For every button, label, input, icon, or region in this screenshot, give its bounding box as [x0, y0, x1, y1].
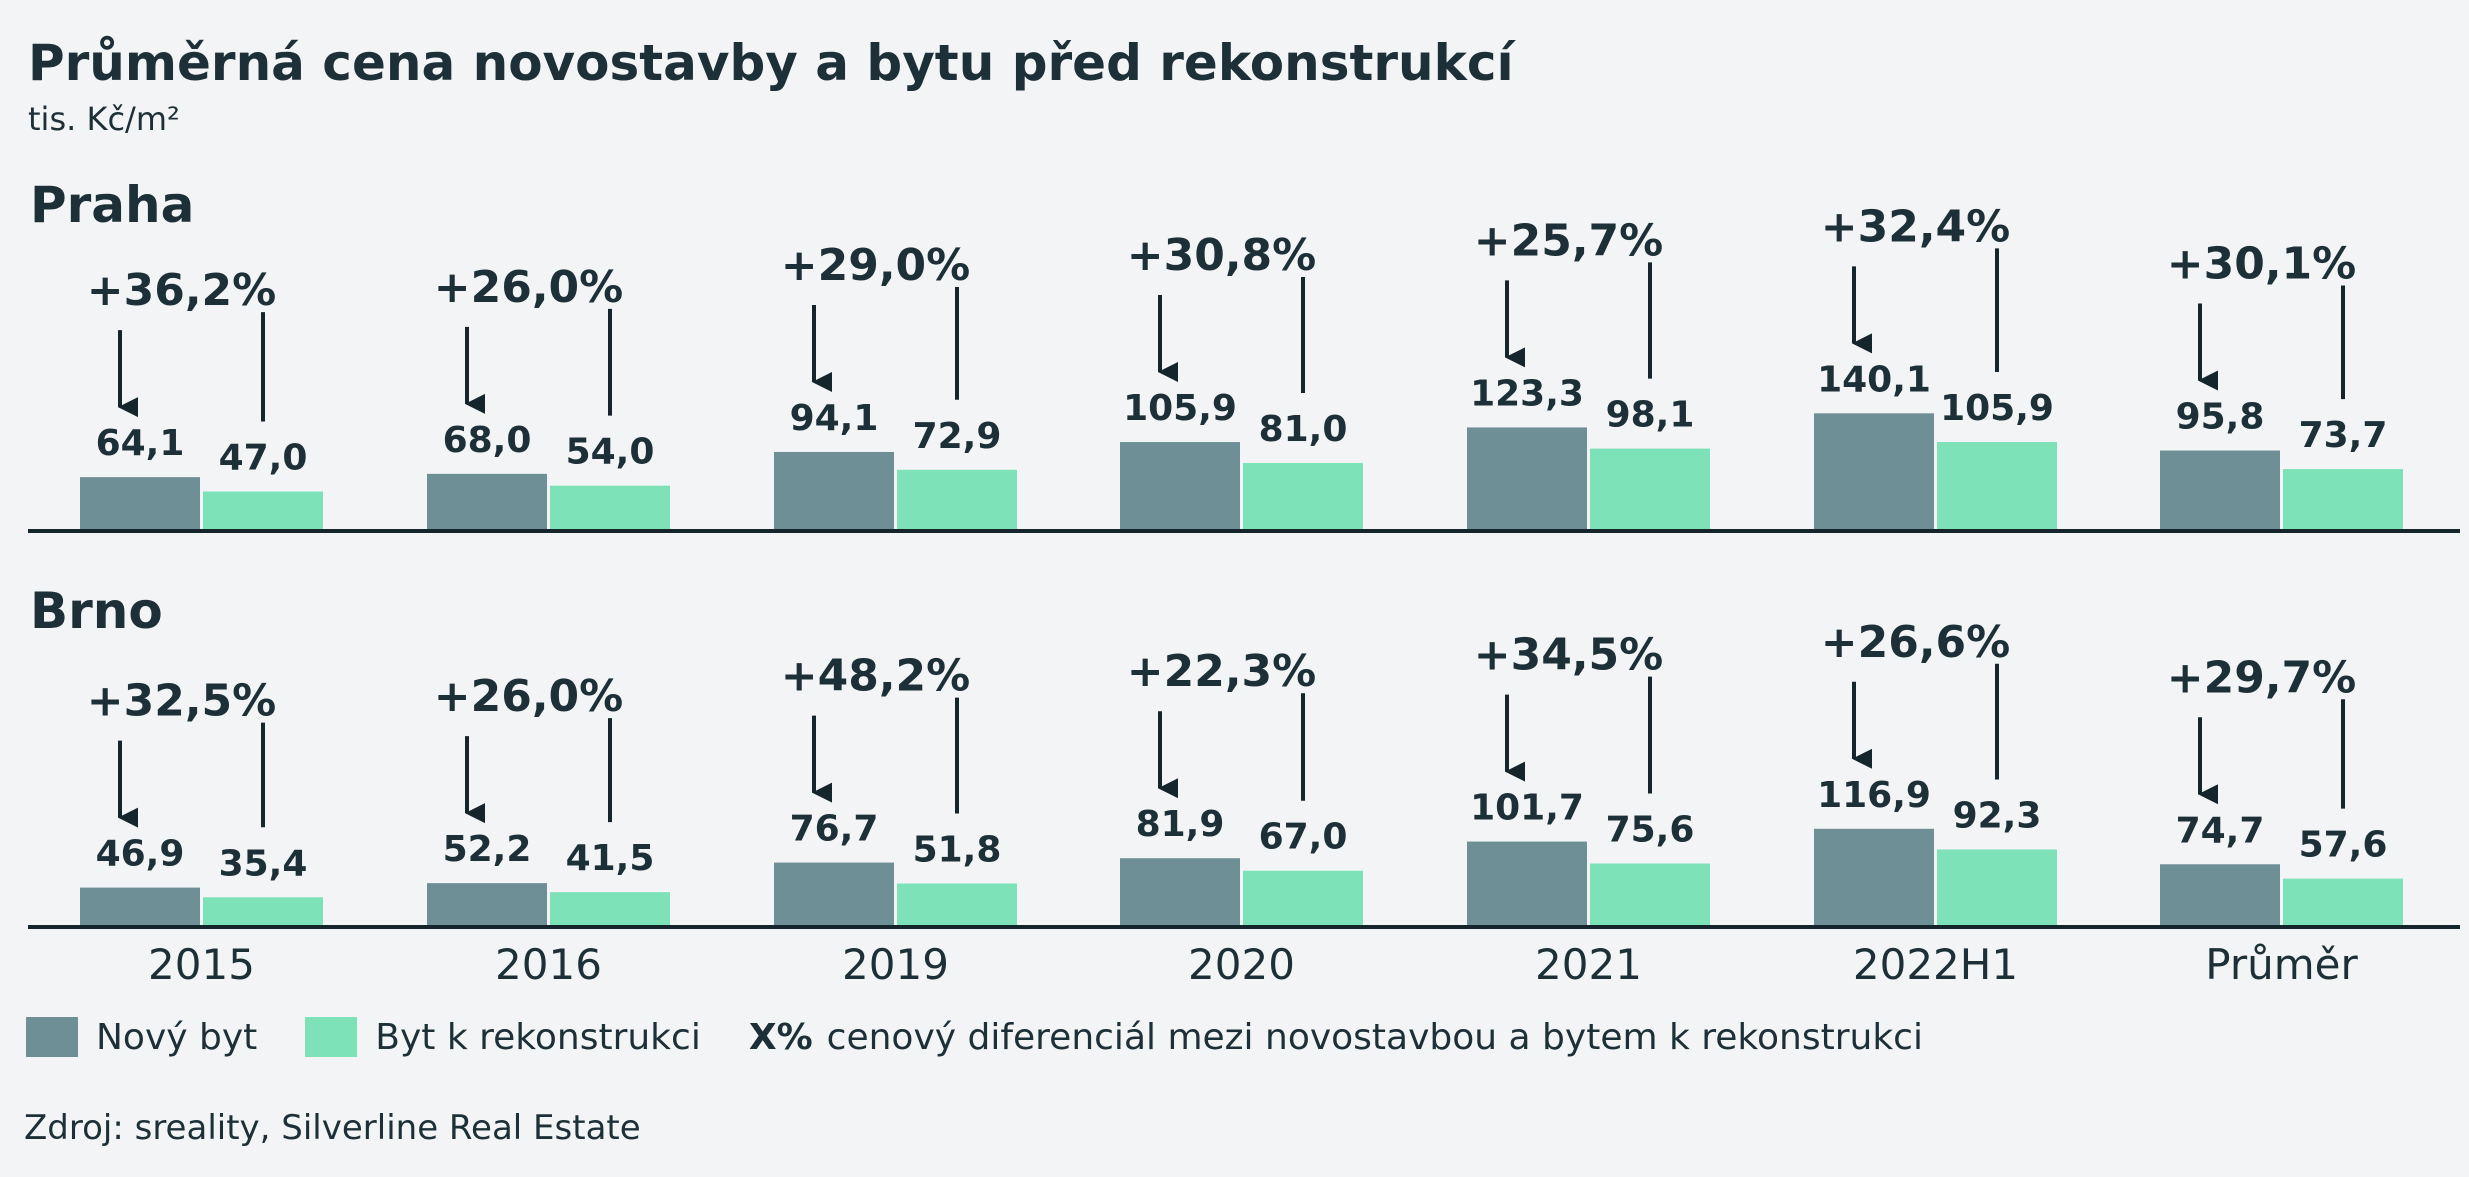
chart-title: Průměrná cena novostavby a bytu před rek… — [28, 34, 1514, 92]
bar-praha-new-2 — [774, 451, 894, 531]
bar-brno-reco-3 — [1243, 870, 1363, 927]
diff-label-brno-1: +26,0% — [434, 671, 624, 722]
value-label-praha-reco-5: 105,9 — [1940, 388, 2054, 429]
bar-praha-reco-6 — [2283, 469, 2403, 531]
x-tick-label-0: 2015 — [148, 940, 255, 989]
diff-label-praha-1: +26,0% — [434, 262, 624, 313]
diff-label-praha-4: +25,7% — [1474, 215, 1664, 266]
bar-praha-new-1 — [427, 473, 547, 531]
bar-brno-reco-1 — [550, 892, 670, 927]
value-label-praha-new-3: 105,9 — [1123, 388, 1237, 429]
diff-label-praha-5: +32,4% — [1821, 201, 2011, 252]
bar-brno-new-4 — [1467, 841, 1587, 927]
value-label-brno-reco-3: 67,0 — [1259, 817, 1348, 858]
bar-brno-reco-4 — [1590, 863, 1710, 927]
value-label-brno-new-5: 116,9 — [1817, 775, 1931, 816]
value-label-brno-reco-2: 51,8 — [913, 829, 1002, 870]
bar-brno-new-2 — [774, 862, 894, 927]
value-label-praha-new-0: 64,1 — [96, 423, 185, 464]
bar-praha-new-0 — [80, 477, 200, 531]
diff-label-brno-3: +22,3% — [1127, 646, 1317, 697]
legend-swatch-reco — [305, 1017, 358, 1057]
value-label-praha-new-4: 123,3 — [1470, 373, 1584, 414]
x-tick-label-4: 2021 — [1535, 940, 1642, 989]
bar-praha-new-5 — [1814, 413, 1934, 531]
x-tick-label-5: 2022H1 — [1853, 940, 2018, 989]
value-label-praha-new-2: 94,1 — [790, 398, 879, 439]
legend-label-reco: Byt k rekonstrukci — [375, 1016, 701, 1058]
value-label-brno-new-4: 101,7 — [1470, 788, 1584, 829]
legend-swatch-new — [26, 1017, 78, 1057]
value-label-brno-new-2: 76,7 — [790, 809, 879, 850]
value-label-brno-reco-4: 75,6 — [1606, 809, 1695, 850]
legend-label-new: Nový byt — [96, 1016, 258, 1058]
value-label-praha-reco-1: 54,0 — [566, 432, 655, 473]
value-label-praha-reco-4: 98,1 — [1606, 395, 1695, 436]
bar-brno-new-5 — [1814, 828, 1934, 927]
bar-brno-new-0 — [80, 887, 200, 927]
value-label-praha-reco-0: 47,0 — [219, 438, 308, 479]
chart-canvas: Praha 64,1 47,0 +36,2% 68,0 54,0 +26,0% 94,1 72,… — [28, 176, 2460, 989]
x-tick-label-1: 2016 — [495, 940, 602, 989]
value-label-praha-new-5: 140,1 — [1817, 359, 1931, 400]
bar-praha-reco-0 — [203, 491, 323, 531]
bar-praha-reco-4 — [1590, 448, 1710, 531]
bar-brno-reco-5 — [1937, 849, 2057, 927]
value-label-brno-new-3: 81,9 — [1136, 804, 1225, 845]
bar-praha-reco-2 — [897, 469, 1017, 531]
bar-brno-new-6 — [2160, 864, 2280, 927]
bar-praha-new-3 — [1120, 442, 1240, 531]
legend-note-text: cenový diferenciál mezi novostavbou a by… — [826, 1016, 1923, 1058]
bar-praha-reco-1 — [550, 485, 670, 531]
diff-label-praha-6: +30,1% — [2167, 239, 2357, 290]
value-label-praha-reco-3: 81,0 — [1259, 409, 1348, 450]
diff-label-brno-0: +32,5% — [87, 676, 277, 727]
value-label-praha-new-6: 95,8 — [2176, 397, 2265, 438]
bar-praha-reco-5 — [1937, 442, 2057, 531]
legend-item-reco: Byt k rekonstrukci — [305, 1017, 701, 1058]
legend-note: X% cenový diferenciál mezi novostavbou a … — [749, 1017, 1923, 1058]
diff-label-praha-2: +29,0% — [781, 240, 971, 291]
bar-brno-reco-2 — [897, 883, 1017, 927]
x-tick-label-3: 2020 — [1188, 940, 1295, 989]
x-tick-label-6: Průměr — [2205, 940, 2358, 989]
diff-label-brno-4: +34,5% — [1474, 630, 1664, 681]
value-label-brno-new-6: 74,7 — [2176, 810, 2265, 851]
value-label-praha-reco-6: 73,7 — [2299, 415, 2388, 456]
legend-note-bold: X% — [748, 1016, 813, 1058]
diff-label-brno-2: +48,2% — [781, 651, 971, 702]
diff-label-praha-0: +36,2% — [87, 265, 277, 316]
legend-item-new: Nový byt — [26, 1017, 257, 1058]
x-tick-label-2: 2019 — [842, 940, 949, 989]
legend: Nový byt Byt k rekonstrukci X% cenový dif… — [26, 1015, 1923, 1059]
bar-brno-reco-0 — [203, 897, 323, 927]
panel-title-brno: Brno — [30, 582, 163, 640]
panel-title-praha: Praha — [30, 176, 194, 234]
diff-label-praha-3: +30,8% — [1127, 230, 1317, 281]
bar-brno-new-1 — [427, 883, 547, 927]
diff-label-brno-5: +26,6% — [1821, 617, 2011, 668]
bar-praha-reco-3 — [1243, 462, 1363, 531]
value-label-brno-reco-0: 35,4 — [219, 843, 308, 884]
value-label-brno-new-1: 52,2 — [443, 829, 532, 870]
value-label-brno-reco-5: 92,3 — [1953, 795, 2042, 836]
value-label-brno-reco-1: 41,5 — [566, 838, 655, 879]
diff-label-brno-6: +29,7% — [2167, 652, 2357, 703]
value-label-brno-reco-6: 57,6 — [2299, 825, 2388, 866]
source-note: Zdroj: sreality, Silverline Real Estate — [24, 1108, 641, 1148]
value-label-praha-new-1: 68,0 — [443, 420, 532, 461]
bar-brno-reco-6 — [2283, 878, 2403, 927]
bar-brno-new-3 — [1120, 858, 1240, 927]
bar-praha-new-4 — [1467, 427, 1587, 531]
bar-praha-new-6 — [2160, 450, 2280, 531]
value-label-brno-new-0: 46,9 — [96, 834, 185, 875]
chart-subtitle: tis. Kč/m² — [28, 100, 180, 138]
value-label-praha-reco-2: 72,9 — [913, 416, 1002, 457]
